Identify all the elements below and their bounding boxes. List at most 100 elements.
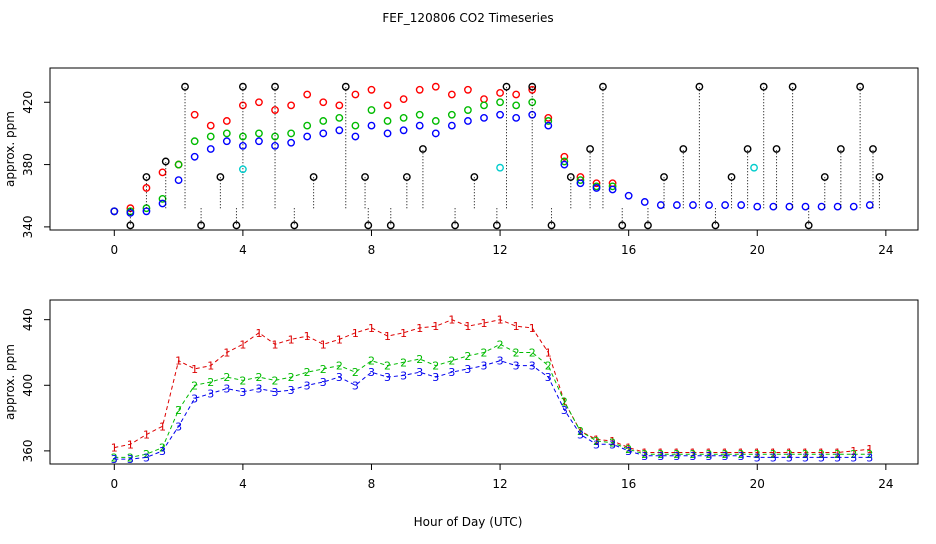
data-point-blue — [592, 184, 601, 192]
data-point-red — [303, 90, 312, 99]
data-marker-3: 3 — [448, 366, 455, 379]
data-marker-2: 2 — [738, 448, 745, 461]
data-point-black — [216, 173, 225, 181]
panel-1: 0 4 8 12 16 20 24 340 380 420 approx. ppm — [3, 67, 919, 257]
data-marker-3: 3 — [191, 392, 198, 405]
data-marker-1: 1 — [657, 447, 664, 460]
data-point-black — [386, 221, 395, 230]
data-marker-3: 3 — [111, 453, 118, 466]
data-marker-2: 2 — [272, 374, 279, 387]
data-marker-3: 3 — [545, 371, 552, 384]
data-marker-1: 1 — [641, 447, 648, 460]
data-point-red — [431, 82, 440, 91]
data-point-black — [528, 82, 537, 91]
x-tick-label: 20 — [750, 243, 765, 257]
data-point-blue — [464, 117, 472, 125]
data-marker-2: 2 — [207, 376, 214, 389]
data-point-black — [341, 82, 350, 91]
data-point-black — [772, 145, 781, 153]
data-point-green — [351, 121, 360, 130]
x-tick-label: 20 — [750, 477, 765, 491]
data-point-red — [255, 98, 263, 107]
data-marker-1: 1 — [384, 330, 391, 343]
data-marker-2: 2 — [368, 355, 375, 368]
data-marker-1: 1 — [416, 322, 423, 335]
data-marker-2: 2 — [497, 338, 504, 351]
data-marker-1: 1 — [272, 338, 279, 351]
data-marker-2: 2 — [159, 442, 166, 455]
data-point-blue — [351, 132, 360, 141]
x-axis-label: Hour of Day (UTC) — [414, 515, 523, 529]
data-point-blue — [110, 207, 119, 216]
data-point-blue — [303, 132, 312, 141]
data-marker-3: 3 — [143, 451, 150, 464]
x-tick-label: 12 — [492, 477, 507, 491]
data-point-cyan — [496, 163, 504, 172]
data-point-black — [804, 221, 813, 230]
data-point-red — [142, 184, 151, 192]
data-point-blue — [158, 199, 167, 208]
data-marker-3: 3 — [320, 376, 327, 389]
series-line-2 — [114, 343, 870, 458]
data-marker-1: 1 — [706, 447, 713, 460]
data-point-black — [238, 82, 247, 91]
data-point-green — [271, 132, 279, 141]
data-point-green — [415, 110, 424, 119]
data-marker-3: 3 — [127, 453, 134, 466]
data-point-green — [238, 132, 247, 141]
data-marker-3: 3 — [561, 404, 568, 417]
data-point-green — [303, 121, 312, 130]
data-point-black — [232, 221, 241, 230]
data-point-red — [158, 168, 167, 177]
data-marker-3: 3 — [738, 450, 745, 463]
data-point-green — [544, 117, 553, 125]
data-point-green — [399, 113, 408, 122]
data-point-blue — [126, 208, 135, 217]
data-marker-3: 3 — [175, 420, 182, 433]
data-marker-3: 3 — [255, 383, 262, 396]
x-tick-label: 0 — [110, 243, 118, 257]
data-point-black — [660, 173, 668, 181]
data-point-green — [576, 176, 585, 185]
data-marker-2: 2 — [416, 353, 423, 366]
data-point-blue — [271, 141, 279, 150]
data-marker-3: 3 — [577, 428, 584, 441]
series-red — [110, 82, 617, 216]
data-marker-1: 1 — [609, 435, 616, 448]
data-marker-2: 2 — [786, 448, 793, 461]
data-point-black — [364, 221, 373, 230]
data-point-blue — [383, 129, 392, 138]
data-marker-3: 3 — [593, 438, 600, 451]
data-marker-1: 1 — [593, 433, 600, 446]
data-marker-1: 1 — [207, 360, 214, 373]
y-tick-label: 420 — [21, 91, 35, 114]
data-point-blue — [319, 129, 328, 138]
data-marker-1: 1 — [866, 443, 873, 456]
data-marker-2: 2 — [545, 360, 552, 373]
x-tick-label: 4 — [239, 477, 247, 491]
data-point-blue — [480, 113, 488, 122]
data-point-black — [618, 221, 627, 230]
x-tick-label: 24 — [878, 477, 893, 491]
data-marker-3: 3 — [657, 450, 664, 463]
data-point-cyan — [238, 165, 247, 174]
data-point-red — [528, 85, 537, 94]
data-marker-2: 2 — [191, 379, 198, 392]
data-marker-3: 3 — [304, 379, 311, 392]
series-blue — [110, 110, 874, 217]
data-point-blue — [255, 137, 263, 146]
data-marker-2: 2 — [255, 371, 262, 384]
data-marker-3: 3 — [673, 450, 680, 463]
data-point-blue — [335, 126, 344, 135]
data-marker-2: 2 — [352, 366, 359, 379]
data-point-black — [470, 173, 479, 181]
data-marker-2: 2 — [464, 350, 471, 363]
data-marker-1: 1 — [850, 445, 857, 458]
data-point-red — [415, 85, 424, 94]
data-point-red — [592, 179, 601, 188]
data-point-black — [161, 157, 170, 166]
data-marker-3: 3 — [159, 445, 166, 458]
data-point-green — [512, 101, 521, 110]
data-marker-1: 1 — [368, 322, 375, 335]
